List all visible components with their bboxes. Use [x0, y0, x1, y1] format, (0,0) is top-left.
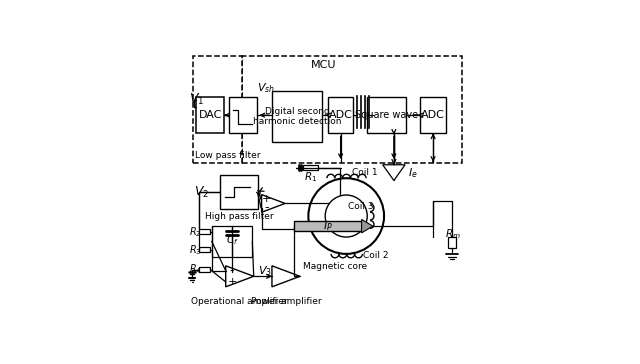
- FancyBboxPatch shape: [228, 97, 257, 133]
- FancyBboxPatch shape: [367, 97, 406, 133]
- Text: Low pass filter: Low pass filter: [195, 151, 260, 160]
- Polygon shape: [262, 195, 285, 212]
- Text: $V_{sh}$: $V_{sh}$: [257, 82, 275, 95]
- FancyBboxPatch shape: [193, 56, 242, 163]
- FancyBboxPatch shape: [199, 267, 211, 272]
- FancyBboxPatch shape: [448, 237, 456, 248]
- FancyBboxPatch shape: [220, 175, 258, 209]
- Polygon shape: [226, 266, 253, 287]
- Text: -: -: [264, 201, 269, 214]
- Text: Power amplifier: Power amplifier: [251, 297, 321, 306]
- FancyBboxPatch shape: [294, 221, 362, 232]
- Text: ADC: ADC: [421, 110, 445, 120]
- FancyBboxPatch shape: [420, 97, 445, 133]
- Text: $V_1$: $V_1$: [189, 92, 205, 107]
- FancyBboxPatch shape: [328, 97, 353, 133]
- Text: DAC: DAC: [198, 110, 222, 120]
- Text: $V_2$: $V_2$: [194, 185, 209, 200]
- Text: $R_1$: $R_1$: [304, 170, 317, 184]
- Text: Magnetic core: Magnetic core: [303, 262, 367, 271]
- Text: ADC: ADC: [329, 110, 353, 120]
- FancyBboxPatch shape: [242, 56, 462, 163]
- FancyBboxPatch shape: [199, 229, 211, 234]
- Circle shape: [325, 195, 367, 237]
- Text: High pass filter: High pass filter: [205, 211, 273, 221]
- FancyBboxPatch shape: [199, 248, 211, 253]
- FancyBboxPatch shape: [303, 165, 318, 170]
- Text: $V_3$: $V_3$: [258, 264, 272, 278]
- Text: $I_e$: $I_e$: [408, 166, 417, 179]
- Polygon shape: [383, 165, 405, 181]
- Text: MCU: MCU: [310, 60, 336, 70]
- Text: +: +: [262, 194, 271, 204]
- Text: $R_m$: $R_m$: [445, 228, 461, 241]
- Text: Coil 3: Coil 3: [348, 202, 373, 211]
- Polygon shape: [272, 266, 300, 287]
- Text: $R_3$: $R_3$: [189, 243, 202, 257]
- FancyBboxPatch shape: [212, 226, 252, 257]
- Text: Operational amplifier: Operational amplifier: [191, 297, 288, 306]
- FancyBboxPatch shape: [196, 97, 224, 133]
- Text: -: -: [230, 264, 234, 277]
- FancyBboxPatch shape: [272, 91, 323, 142]
- Text: $I_P$: $I_P$: [323, 219, 333, 233]
- Text: Digital second
harmonic detection: Digital second harmonic detection: [253, 107, 341, 126]
- Text: $R_4$: $R_4$: [189, 263, 202, 277]
- Text: $C_f$: $C_f$: [226, 233, 238, 247]
- Text: +: +: [227, 277, 237, 287]
- Text: Coil 1: Coil 1: [352, 167, 378, 177]
- Polygon shape: [362, 219, 373, 233]
- Text: Coil 2: Coil 2: [363, 251, 388, 260]
- Text: $R_2$: $R_2$: [189, 225, 202, 239]
- Text: Square wave: Square wave: [355, 110, 419, 120]
